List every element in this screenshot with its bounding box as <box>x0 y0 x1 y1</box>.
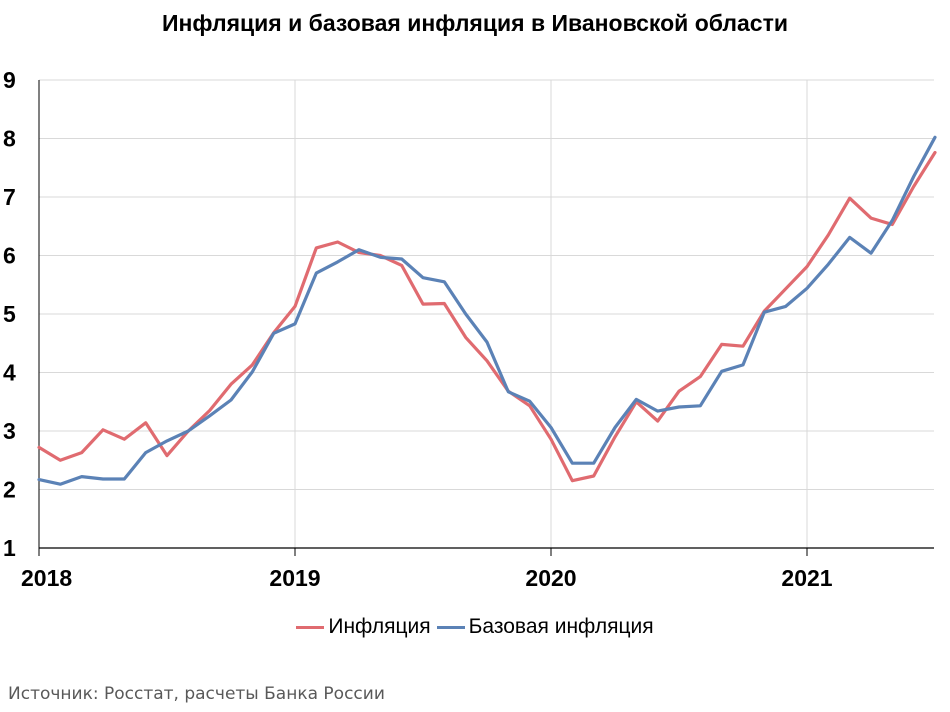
series-line-core-inflation <box>37 135 937 486</box>
y-tick-label: 8 <box>3 126 16 152</box>
grid-lines <box>39 79 934 548</box>
legend-label-core-inflation: Базовая инфляция <box>468 615 654 638</box>
x-tick-label: 2020 <box>525 565 576 591</box>
legend-item-core-inflation[interactable]: Базовая инфляция <box>436 615 654 639</box>
legend-item-inflation[interactable]: Инфляция <box>296 615 431 639</box>
chart-title: Инфляция и базовая инфляция в Ивановской… <box>161 10 788 36</box>
legend-label-inflation: Инфляция <box>328 615 431 638</box>
y-tick-label: 6 <box>3 243 16 269</box>
x-tick-label: 2019 <box>269 565 320 591</box>
legend: Инфляция Базовая инфляция <box>0 615 950 639</box>
y-axis-ticks: 1 2 3 4 5 6 7 8 9 <box>3 67 16 561</box>
series-lines <box>37 135 937 486</box>
x-tick-label: 2018 <box>21 565 72 591</box>
y-tick-label: 3 <box>3 418 16 444</box>
axes <box>38 80 934 556</box>
legend-swatch-core-inflation <box>436 625 465 629</box>
x-axis-ticks: 2018 2019 2020 2021 <box>21 565 833 591</box>
y-tick-label: 1 <box>3 535 16 561</box>
legend-swatch-inflation <box>296 625 325 629</box>
y-tick-label: 4 <box>3 360 16 386</box>
x-tick-label: 2021 <box>781 565 832 591</box>
source-note: Источник: Росстат, расчеты Банка России <box>8 684 385 704</box>
y-tick-label: 9 <box>3 67 16 93</box>
y-tick-label: 2 <box>3 477 16 503</box>
y-tick-label: 5 <box>3 301 16 327</box>
y-tick-label: 7 <box>3 184 16 210</box>
